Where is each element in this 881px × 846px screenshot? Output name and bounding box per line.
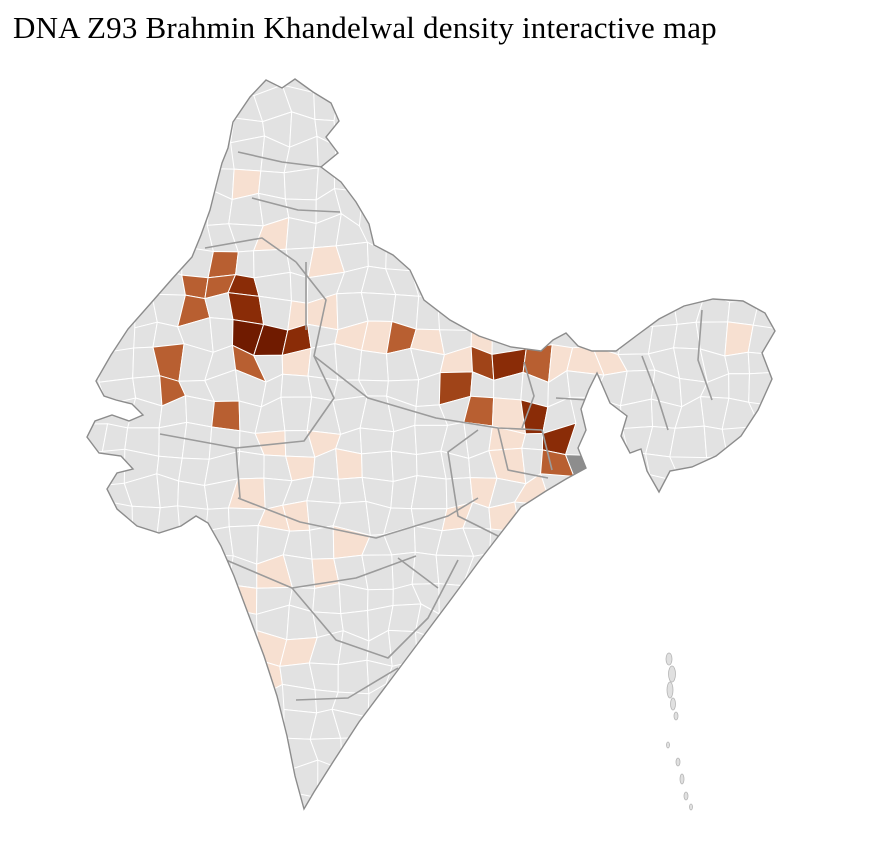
island[interactable] [668,665,676,683]
island[interactable] [666,681,674,699]
district-cells-layer[interactable] [81,84,785,799]
state-border-line [397,557,439,589]
district-cell[interactable] [185,395,215,428]
state-border-line [225,555,417,589]
district-cell[interactable] [283,167,319,201]
district-cell[interactable] [724,351,750,375]
district-cell[interactable] [306,476,341,504]
state-border-line [237,151,323,168]
district-cell[interactable] [285,217,317,250]
state-borders-layer [159,151,713,701]
district-cell[interactable] [207,251,239,279]
district-cell[interactable] [359,427,395,455]
district-cell[interactable] [237,450,265,480]
island[interactable] [679,773,685,785]
district-cell[interactable] [131,505,161,536]
district-cell[interactable] [387,629,418,667]
district-cell[interactable] [366,659,393,695]
state-border-line [204,237,297,263]
state-border-line [313,355,543,431]
district-cell[interactable] [280,396,313,432]
district-cell[interactable] [521,433,544,451]
district-cell[interactable] [358,349,389,382]
state-border-line [237,497,479,539]
district-cell[interactable] [410,475,448,510]
district-cell[interactable] [669,425,708,459]
district-cell[interactable] [337,476,367,504]
district-cell[interactable] [280,373,313,398]
state-border-line [235,447,241,499]
state-border-line [521,361,535,429]
andaman-islands-group[interactable] [665,652,693,811]
district-cell[interactable] [177,480,209,510]
district-cell[interactable] [309,525,335,560]
district-cell[interactable] [727,299,760,326]
district-cell[interactable] [415,295,440,331]
state-border-line [697,309,713,401]
district-cell[interactable] [435,554,475,587]
island[interactable] [675,757,681,767]
district-cell[interactable] [235,250,255,279]
district-cell[interactable] [361,554,394,591]
district-cell[interactable] [335,448,363,480]
district-cell[interactable] [98,347,135,383]
district-cell[interactable] [617,324,654,355]
island[interactable] [673,711,679,721]
district-cell[interactable] [205,526,234,557]
island[interactable] [670,697,676,711]
state-border-line [555,397,589,401]
island[interactable] [683,791,689,801]
district-cell[interactable] [728,373,750,403]
state-border-line [497,427,549,479]
island[interactable] [689,803,693,811]
district-cell[interactable] [211,400,241,432]
page-title: DNA Z93 Brahmin Khandelwal density inter… [13,10,717,45]
state-border-line [641,355,669,431]
state-border-line [447,429,499,537]
country-border [86,78,776,811]
island[interactable] [665,652,673,666]
state-border-line [291,559,459,659]
district-cell[interactable] [312,583,342,615]
island[interactable] [666,741,670,749]
state-border-line [541,429,553,471]
state-border-line [295,667,399,701]
district-cell[interactable] [361,450,394,482]
state-border-line [251,197,341,213]
